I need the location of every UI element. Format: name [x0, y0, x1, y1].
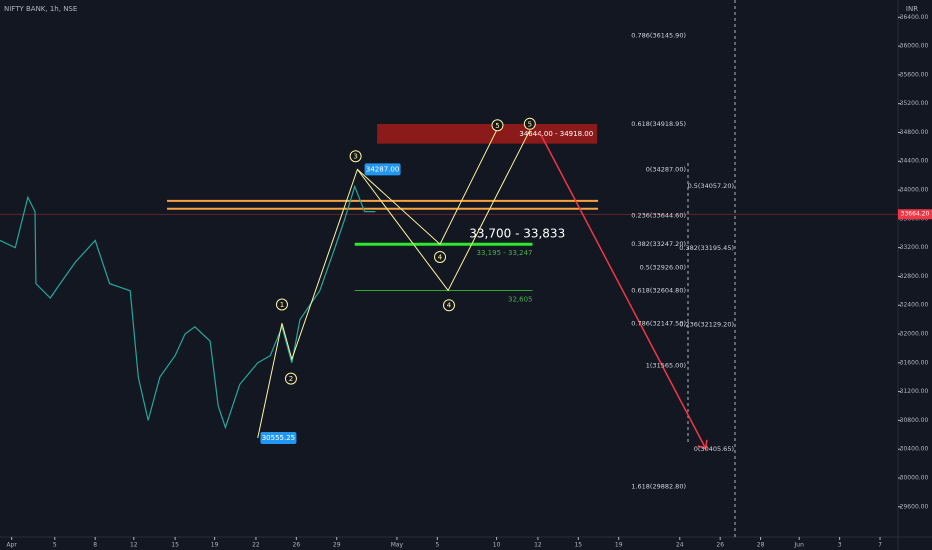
wave-circle — [284, 372, 297, 385]
x-tick-label: 22 — [252, 542, 260, 549]
range-label: 33,700 - 33,833 — [469, 226, 565, 240]
forecast-arrow — [539, 132, 707, 450]
x-tick-label: May — [391, 542, 404, 549]
wave-label: 3 — [353, 153, 357, 161]
y-tick-label: 34800.00 — [900, 129, 929, 136]
x-tick-label: 12 — [534, 542, 542, 549]
fib-label: 0.786(36145.90) — [631, 32, 686, 40]
fib-label: 0.382(33195.45) — [679, 244, 734, 252]
fib-label: 0.618(32604.80) — [631, 286, 686, 294]
badge-label: 30555.25 — [262, 434, 295, 442]
fib-label: 0.786(32147.50) — [631, 319, 686, 327]
wave-label: 5 — [495, 122, 499, 130]
wave-circle — [491, 119, 504, 132]
fib-label: 0.236(33644.60) — [631, 212, 686, 220]
x-tick-label: 26 — [293, 542, 301, 549]
y-tick-label: 32400.00 — [900, 302, 929, 309]
y-tick-label: 32000.00 — [900, 331, 929, 338]
y-tick-label: 32800.00 — [900, 273, 929, 280]
y-tick-label: 31200.00 — [900, 388, 929, 395]
currency: INR — [906, 5, 918, 13]
wave-circle — [523, 117, 536, 130]
price-badge — [260, 432, 297, 445]
last-price-badge — [898, 209, 932, 220]
y-tick-label: 35200.00 — [900, 100, 929, 107]
x-tick-label: 24 — [676, 542, 684, 549]
fib-label: 1.618(29882.80) — [631, 482, 686, 490]
x-tick-label: 19 — [615, 542, 623, 549]
x-tick-label: 7 — [878, 542, 882, 549]
y-tick-label: 35600.00 — [900, 71, 929, 78]
price-line — [0, 184, 376, 430]
y-tick-label: 29600.00 — [900, 503, 929, 510]
x-tick-label: 15 — [574, 542, 582, 549]
x-tick-label: 5 — [53, 542, 57, 549]
x-tick-label: 15 — [171, 542, 179, 549]
fib-label: 1(31565.00) — [646, 361, 686, 369]
wave-path — [257, 130, 498, 439]
x-tick-label: 12 — [130, 542, 138, 549]
x-tick-label: 8 — [93, 542, 97, 549]
x-tick-label: Jun — [794, 542, 805, 549]
price-badge — [364, 163, 401, 176]
y-tick-label: 34000.00 — [900, 187, 929, 194]
wave-path — [357, 130, 531, 292]
x-tick-label: 10 — [493, 542, 501, 549]
y-tick-label: 33200.00 — [900, 244, 929, 251]
badge-label: 34287.00 — [366, 165, 399, 173]
wave-label: 4 — [447, 302, 452, 310]
support-label: 33,195 - 33,247 — [477, 249, 533, 257]
y-tick-label: 36400.00 — [900, 14, 929, 21]
y-tick-label: 31600.00 — [900, 359, 929, 366]
support-label: 32,605 — [508, 295, 533, 303]
y-tick-label: 30000.00 — [900, 474, 929, 481]
fib-label: 0.382(33247.20) — [631, 240, 686, 248]
x-tick-label: 5 — [435, 542, 439, 549]
fib-label: 0.618(34918.95) — [631, 120, 686, 128]
x-tick-label: Apr — [6, 542, 17, 549]
last-price-label: 33664.20 — [901, 211, 930, 218]
x-tick-label: 29 — [333, 542, 341, 549]
wave-label: 5 — [528, 120, 532, 128]
fib-label: 0(30405.65) — [694, 445, 734, 453]
wave-circle — [434, 250, 447, 263]
wave-label: 2 — [289, 375, 293, 383]
x-tick-label: 28 — [757, 542, 765, 549]
fib-label: 0.5(34057.20) — [688, 182, 734, 190]
y-tick-label: 30800.00 — [900, 417, 929, 424]
chart-title: NIFTY BANK, 1h, NSE — [4, 5, 77, 13]
wave-circle — [349, 150, 362, 163]
x-tick-label: 26 — [716, 542, 724, 549]
wave-circle — [443, 299, 455, 312]
arrow-head — [697, 439, 708, 450]
wave-circle — [275, 298, 288, 311]
x-tick-label: 3 — [838, 542, 842, 549]
wave-label: 4 — [438, 253, 443, 261]
y-tick-label: 34400.00 — [900, 158, 929, 165]
x-tick-label: 19 — [211, 542, 219, 549]
zone-label: 34644.00 - 34918.00 — [519, 130, 593, 138]
y-tick-label: 30400.00 — [900, 446, 929, 453]
wave-label: 1 — [280, 301, 284, 309]
fib-label: 0.5(32926.00) — [640, 263, 686, 271]
fib-label: 0.236(32129.20) — [679, 321, 734, 329]
y-tick-label: 36000.00 — [900, 43, 929, 50]
fib-label: 0(34287.00) — [646, 165, 686, 173]
